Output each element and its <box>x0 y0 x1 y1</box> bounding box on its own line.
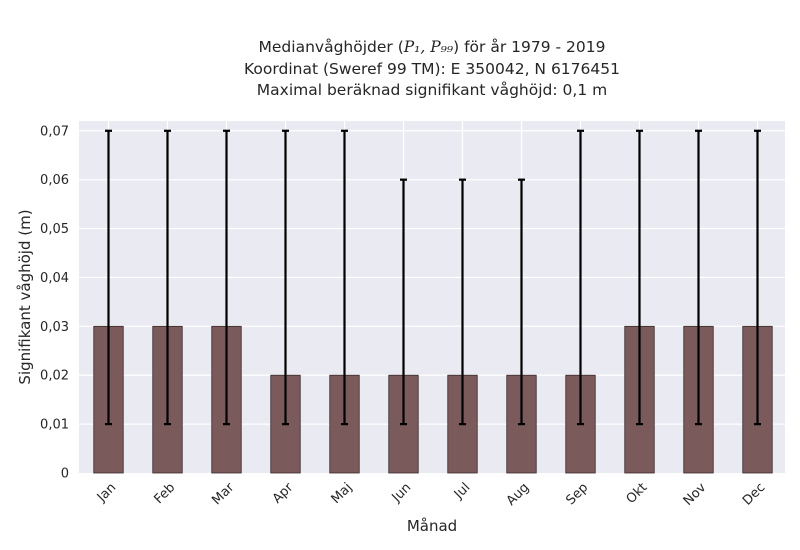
chart-title-suffix: ) för år 1979 - 2019 <box>453 38 605 56</box>
x-tick-label: Jul <box>451 480 473 502</box>
x-tick-label: Okt <box>624 480 651 507</box>
x-tick-label: Maj <box>329 480 356 507</box>
error-bar-okt <box>636 129 643 426</box>
error-bar-apr <box>282 129 289 426</box>
y-tick-label: 0,06 <box>40 173 69 188</box>
y-tick-label: 0 <box>61 467 69 482</box>
x-tick-labels: Jan Feb Mar Apr Maj Jun Jul Aug Sep Okt Nov Dec <box>94 480 768 509</box>
y-tick-label: 0,04 <box>40 271 69 286</box>
error-bar-jan <box>105 129 112 426</box>
x-tick-label: Dec <box>740 480 768 508</box>
error-bar-jun <box>400 178 407 426</box>
x-tick-label: Feb <box>151 480 178 507</box>
y-tick-labels: 0 0,01 0,02 0,03 0,04 0,05 0,06 0,07 <box>40 124 69 481</box>
x-tick-label: Jun <box>389 480 415 506</box>
y-tick-label: 0,05 <box>40 222 69 237</box>
chart-title-line-3: Maximal beräknad signifikant våghöjd: 0,… <box>257 81 607 99</box>
y-tick-label: 0,02 <box>40 369 69 384</box>
x-tick-label: Jan <box>94 480 119 505</box>
y-axis-label: Signifikant våghöjd (m) <box>16 209 34 384</box>
error-bar-mar <box>223 129 230 426</box>
chart-title-line-1: Medianvåghöjder (P₁, P₉₉) för år 1979 - … <box>259 38 606 56</box>
error-bar-nov <box>695 129 702 426</box>
error-bar-aug <box>518 178 525 426</box>
chart-title-line-2: Koordinat (Sweref 99 TM): E 350042, N 61… <box>244 60 620 78</box>
y-tick-label: 0,03 <box>40 320 69 335</box>
y-tick-label: 0,01 <box>40 418 69 433</box>
error-bar-sep <box>577 129 584 426</box>
error-bar-dec <box>754 129 761 426</box>
chart-title-prefix: Medianvåghöjder ( <box>259 38 404 56</box>
x-tick-label: Mar <box>209 480 237 508</box>
x-tick-label: Sep <box>563 480 591 508</box>
error-bar-jul <box>459 178 466 426</box>
x-tick-label: Apr <box>270 480 297 507</box>
x-tick-label: Aug <box>504 480 533 509</box>
x-tick-label: Nov <box>681 480 710 509</box>
chart-title-math: P₁, P₉₉ <box>403 38 454 56</box>
plot-area <box>79 121 785 473</box>
y-tick-label: 0,07 <box>40 124 69 139</box>
x-axis-label: Månad <box>407 517 457 535</box>
error-bar-feb <box>164 129 171 426</box>
error-bar-maj <box>341 129 348 426</box>
error-bars <box>105 129 761 426</box>
